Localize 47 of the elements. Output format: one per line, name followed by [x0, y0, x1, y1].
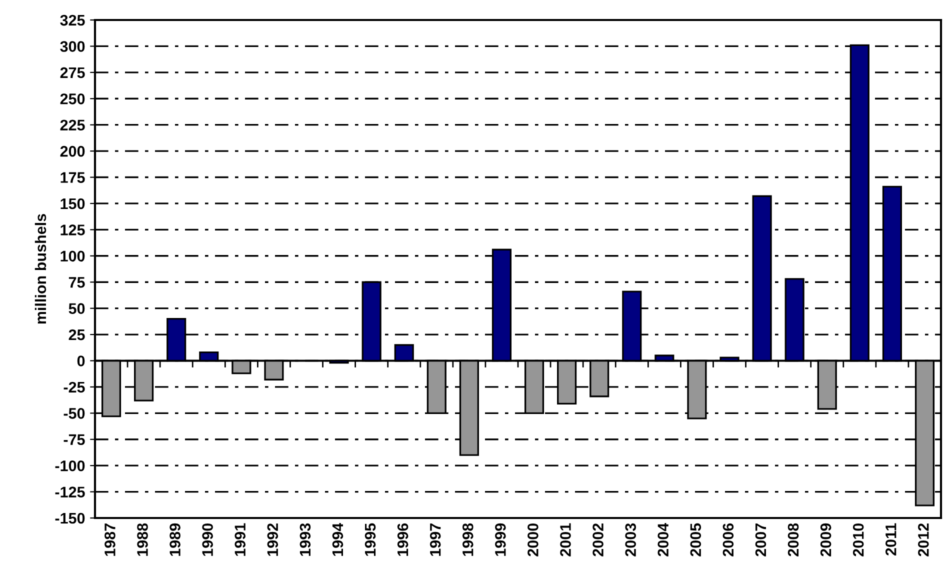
x-tick-label: 2012	[918, 523, 929, 556]
y-tick-label: 75	[68, 277, 85, 288]
x-tick-label: 2002	[592, 523, 604, 556]
y-tick-label: -25	[64, 382, 85, 393]
y-tick-label: 125	[60, 224, 85, 236]
x-tick-label: 2000	[528, 523, 538, 556]
y-tick-label: 250	[60, 94, 85, 104]
x-tick-label: 1993	[300, 523, 311, 556]
y-tick-label: -75	[64, 434, 85, 446]
y-tick-label: -100	[55, 460, 85, 472]
x-tick-label: 2007	[755, 524, 766, 556]
y-tick-label: 175	[60, 172, 85, 183]
x-tick-label: 1997	[430, 524, 441, 556]
x-tick-label: 2001	[560, 523, 571, 556]
x-tick-label: 1992	[267, 523, 278, 556]
x-tick-label: 1991	[234, 523, 246, 556]
y-tick-label: 25	[68, 329, 85, 340]
y-tick-label: 50	[68, 303, 85, 314]
x-tick-label: 1994	[332, 522, 344, 556]
y-tick-label: -125	[55, 486, 85, 498]
y-tick-label: 325	[60, 14, 85, 26]
x-tick-label: 1996	[397, 523, 408, 556]
y-tick-label: 300	[60, 41, 85, 52]
y-tick-label: -50	[64, 408, 85, 419]
x-tick-label: 1987	[104, 524, 116, 556]
x-tick-label: 1995	[364, 523, 376, 556]
x-tick-label: 1989	[170, 523, 180, 556]
x-tick-label: 2005	[690, 523, 702, 556]
x-tick-label: 1998	[462, 523, 474, 556]
y-tick-label: -150	[55, 512, 85, 524]
y-tick-label: 225	[60, 120, 85, 131]
x-tick-label: 2006	[722, 523, 734, 556]
x-tick-label: 2008	[788, 523, 799, 556]
x-tick-label: 1990	[202, 523, 213, 556]
y-tick-label: 100	[60, 250, 85, 262]
y-tick-label: 150	[60, 198, 85, 210]
x-tick-label: 2011	[885, 523, 896, 556]
y-tick-label: 0	[77, 356, 85, 366]
x-tick-label: 1999	[495, 523, 506, 556]
y-tick-label: 275	[60, 67, 85, 78]
x-tick-label: 2010	[852, 523, 864, 556]
x-tick-label: 2009	[820, 523, 832, 556]
y-tick-label: 200	[60, 146, 85, 157]
y-axis-title: million bushels	[34, 214, 46, 324]
x-tick-label: 1988	[137, 523, 148, 556]
x-tick-label: 2004	[658, 522, 669, 556]
x-tick-label: 2003	[625, 523, 636, 556]
